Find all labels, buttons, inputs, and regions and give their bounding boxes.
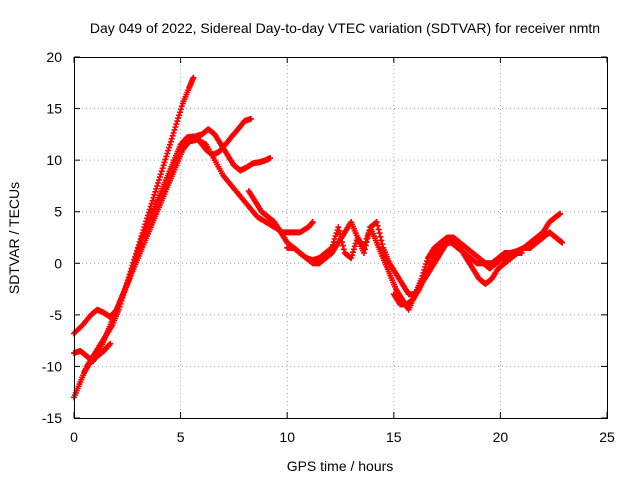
data-point <box>150 194 157 201</box>
data-point <box>339 242 346 249</box>
data-point <box>162 156 169 163</box>
data-point <box>379 241 386 248</box>
data-point <box>166 144 173 151</box>
data-point <box>174 118 181 125</box>
x-tick-label: 5 <box>177 429 185 445</box>
data-point <box>364 235 371 242</box>
data-point <box>377 233 384 240</box>
data-point <box>153 185 160 192</box>
data-point <box>155 179 162 186</box>
data-point <box>366 227 373 234</box>
data-point <box>247 115 254 122</box>
data-point <box>361 246 368 253</box>
y-axis-label: SDTVAR / TECUs <box>6 182 22 294</box>
x-axis-label: GPS time / hours <box>287 458 394 474</box>
data-point <box>107 340 114 347</box>
data-point <box>336 227 343 234</box>
data-point <box>161 159 168 166</box>
y-tick-label: 15 <box>46 101 62 117</box>
y-tick-label: -15 <box>42 410 62 426</box>
data-point <box>374 222 381 229</box>
data-point <box>340 246 347 253</box>
data-point <box>375 226 382 233</box>
y-tick-label: -5 <box>50 307 63 323</box>
data-point <box>376 230 383 237</box>
data-point <box>159 165 166 172</box>
data-point <box>332 233 339 240</box>
data-point <box>149 197 156 204</box>
series-arc-8 <box>390 239 525 308</box>
data-point <box>106 341 113 348</box>
data-point <box>349 252 356 259</box>
data-point <box>351 243 358 250</box>
x-tick-label: 10 <box>279 429 295 445</box>
data-point <box>348 255 355 262</box>
data-point <box>165 147 172 154</box>
data-point <box>177 106 184 113</box>
data-point <box>168 135 175 142</box>
data-point <box>349 249 356 256</box>
data-point <box>373 219 380 226</box>
data-point <box>167 138 174 145</box>
series-arc-4 <box>81 340 114 375</box>
data-point <box>171 126 178 133</box>
data-point <box>518 249 525 256</box>
y-tick-label: 10 <box>46 152 62 168</box>
grid <box>74 57 607 418</box>
data-point <box>176 109 183 116</box>
data-point <box>335 224 342 231</box>
data-points <box>71 74 566 401</box>
data-point <box>331 235 338 242</box>
data-point <box>178 103 185 110</box>
plot-frame <box>74 57 608 419</box>
series-arc-1 <box>71 74 197 401</box>
data-point <box>152 188 159 195</box>
series-arc-5 <box>177 136 316 236</box>
data-point <box>155 177 162 184</box>
y-tick-label: 20 <box>46 49 62 65</box>
data-point <box>169 132 176 139</box>
data-point <box>163 153 170 160</box>
data-point <box>176 112 183 119</box>
data-point <box>156 174 163 181</box>
x-tick-labels: 0 5 10 15 20 25 <box>70 429 615 445</box>
data-point <box>175 115 182 122</box>
chart-title: Day 049 of 2022, Sidereal Day-to-day VTE… <box>90 20 600 36</box>
data-point <box>363 238 370 245</box>
x-tick-label: 25 <box>599 429 615 445</box>
data-point <box>166 141 173 148</box>
data-point <box>164 150 171 157</box>
data-point <box>151 191 158 198</box>
y-tick-label: 5 <box>54 204 62 220</box>
data-point <box>190 74 197 81</box>
y-tick-labels: 20 15 10 5 0 -5 -10 -15 <box>42 49 62 426</box>
data-point <box>378 237 385 244</box>
data-point <box>267 155 274 162</box>
data-point <box>157 171 164 178</box>
data-point <box>160 162 167 169</box>
data-point <box>350 246 357 253</box>
data-point <box>154 182 161 189</box>
data-point <box>173 121 180 128</box>
data-point <box>365 231 372 238</box>
x-tick-label: 0 <box>70 429 78 445</box>
x-tick-label: 15 <box>386 429 402 445</box>
data-point <box>170 129 177 136</box>
x-tick-label: 20 <box>493 429 509 445</box>
series-arc-7 <box>284 219 566 298</box>
data-point <box>360 249 367 256</box>
data-point <box>559 239 566 246</box>
data-point <box>309 219 316 226</box>
y-tick-label: 0 <box>54 255 62 271</box>
data-point <box>172 123 179 130</box>
data-point <box>362 242 369 249</box>
data-point <box>158 168 165 175</box>
y-tick-label: -10 <box>42 358 62 374</box>
data-point <box>557 210 564 217</box>
